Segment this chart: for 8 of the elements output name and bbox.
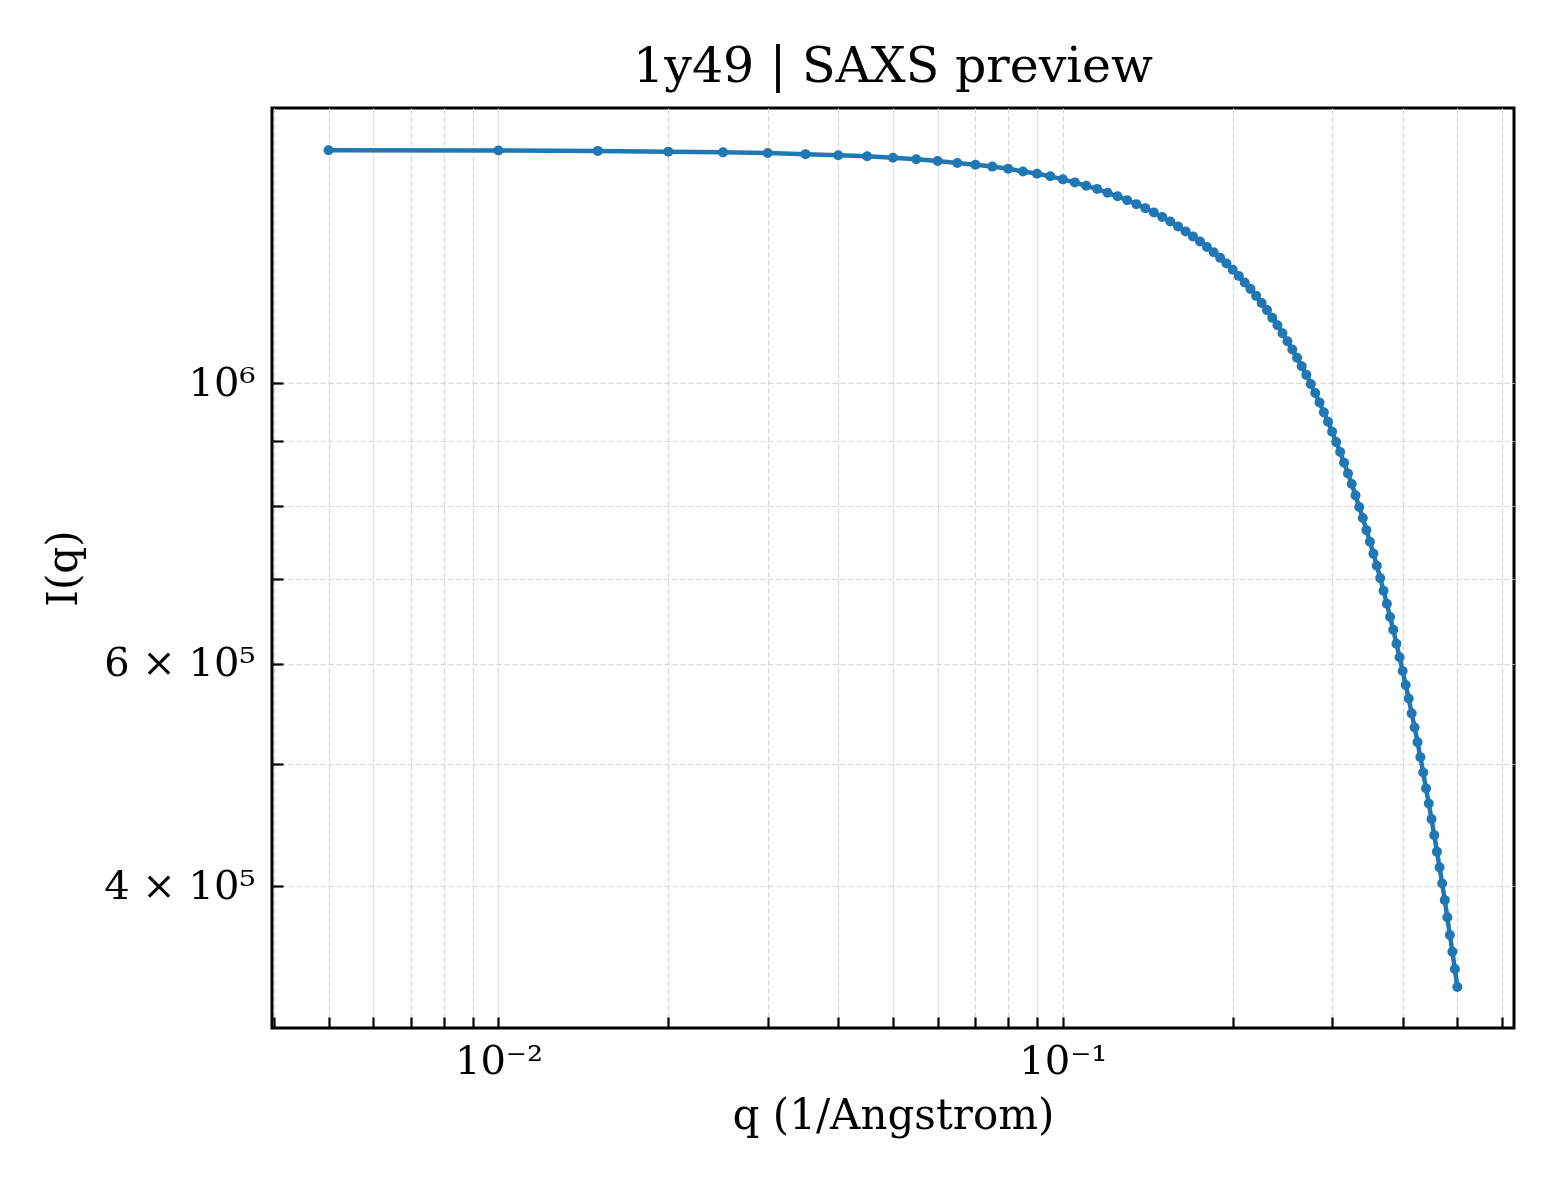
x-axis-title: q (1/Angstrom): [732, 1089, 1055, 1139]
y-tick-label: 10⁶: [188, 358, 256, 405]
y-tick-label: 6 × 10⁵: [104, 639, 256, 686]
x-tick-label: 10⁻²: [454, 1036, 543, 1083]
chart-title: 1y49 | SAXS preview: [633, 37, 1154, 94]
x-tick-label: 10⁻¹: [1019, 1036, 1108, 1083]
y-tick-label: 4 × 10⁵: [104, 861, 256, 908]
y-axis-title: I(q): [38, 530, 88, 607]
